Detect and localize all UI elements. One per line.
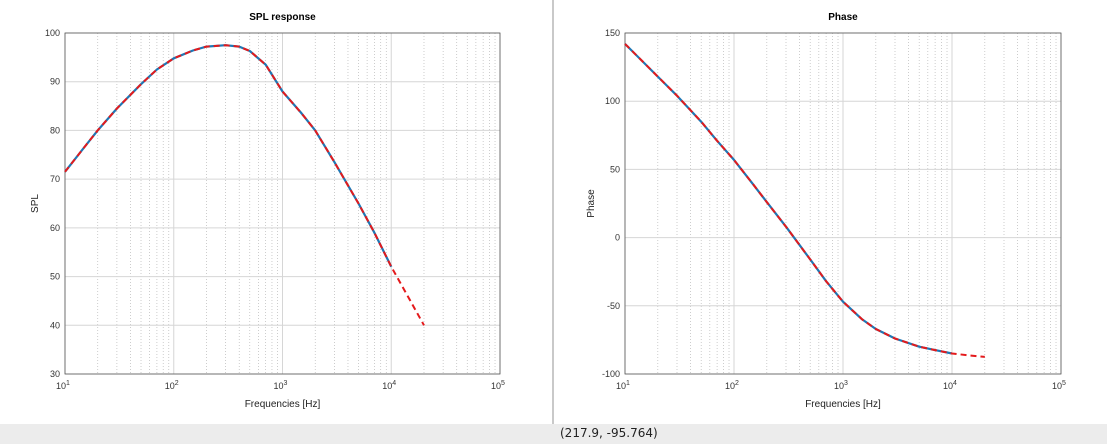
phase-plot-panel[interactable]: 101 102 103 104 105 -100 -50 0 50 100 150 Phase Freq… <box>554 0 1107 424</box>
y-tick-label: 100 <box>605 96 620 106</box>
x-tick-label: 102 <box>165 380 179 391</box>
y-tick-label: 90 <box>50 77 60 87</box>
spl-chart: 101 102 103 104 105 30 40 50 60 70 80 90 100 SPL resp… <box>30 12 505 410</box>
y-tick-label: -100 <box>602 369 620 379</box>
x-axis-label: Frequencies [Hz] <box>245 399 321 410</box>
status-bar: (217.9, -95.764) <box>0 424 1107 444</box>
y-tick-label: 70 <box>50 174 60 184</box>
y-tick-label: 60 <box>50 223 60 233</box>
x-tick-label: 105 <box>1052 380 1066 391</box>
axes-frame <box>64 32 501 375</box>
y-tick-label: 50 <box>610 164 620 174</box>
y-tick-label: 80 <box>50 125 60 135</box>
panel-divider[interactable] <box>552 0 554 444</box>
chart-title: SPL response <box>249 12 316 23</box>
y-axis-label: SPL <box>30 194 41 213</box>
x-tick-label: 103 <box>834 380 848 391</box>
x-tick-label: 101 <box>56 380 70 391</box>
y-axis-label: Phase <box>586 189 597 218</box>
x-tick-label: 104 <box>382 380 396 391</box>
y-tick-label: 150 <box>605 28 620 38</box>
series-dashed-line <box>624 43 985 358</box>
cursor-coordinates: (217.9, -95.764) <box>560 426 658 440</box>
series-dashed-line <box>64 44 425 326</box>
phase-chart: 101 102 103 104 105 -100 -50 0 50 100 150 Phase Freq… <box>586 12 1066 410</box>
x-axis-label: Frequencies [Hz] <box>805 399 881 410</box>
y-tick-label: 50 <box>50 272 60 282</box>
x-tick-label: 104 <box>943 380 957 391</box>
y-tick-label: 40 <box>50 320 60 330</box>
chart-title: Phase <box>828 12 858 23</box>
y-tick-label: 30 <box>50 369 60 379</box>
x-tick-label: 102 <box>725 380 739 391</box>
spl-plot-panel[interactable]: 101 102 103 104 105 30 40 50 60 70 80 90 100 SPL resp… <box>0 0 552 424</box>
x-tick-label: 105 <box>491 380 505 391</box>
x-tick-label: 103 <box>274 380 288 391</box>
y-tick-label: 100 <box>45 28 60 38</box>
y-tick-label: 0 <box>615 233 620 243</box>
y-tick-label: -50 <box>607 301 620 311</box>
axes-frame <box>624 32 1062 375</box>
x-tick-label: 101 <box>616 380 630 391</box>
